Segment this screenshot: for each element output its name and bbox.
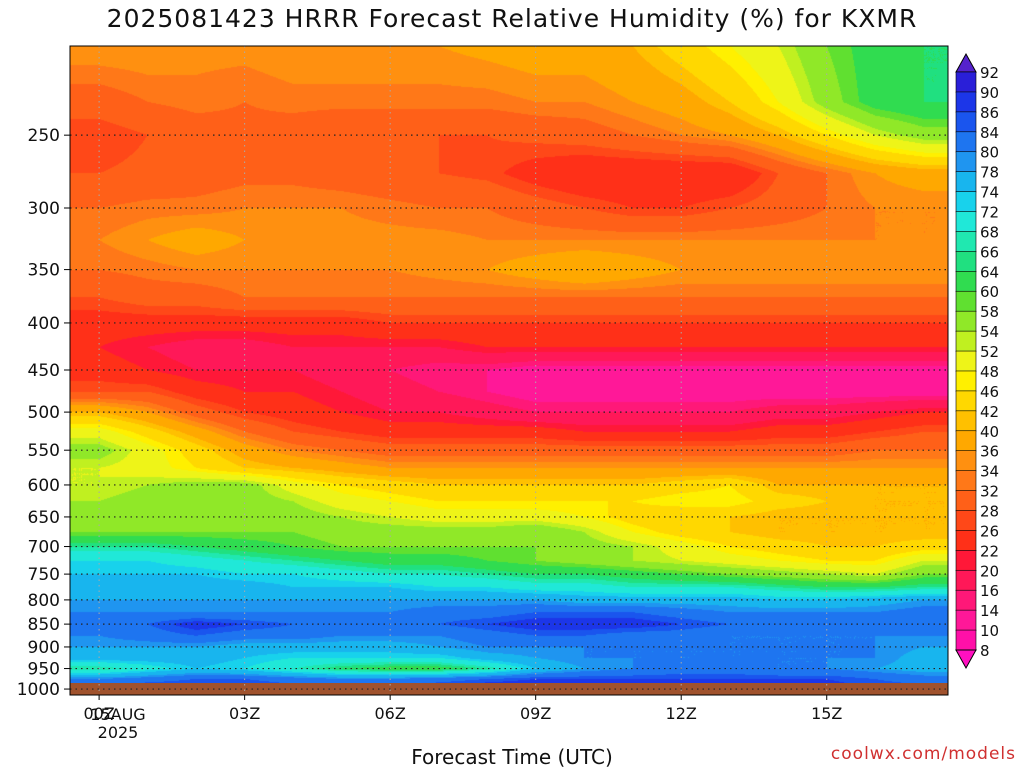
colorbar-band	[955, 191, 977, 213]
y-tick-label: 800	[28, 591, 60, 611]
y-tick-label: 700	[28, 538, 60, 558]
rh-field	[70, 46, 948, 695]
colorbar-label: 28	[980, 502, 999, 520]
y-tick-label: 750	[28, 565, 60, 585]
colorbar-band	[955, 450, 977, 472]
colorbar-label: 52	[980, 343, 999, 361]
y-tick-label: 500	[28, 403, 60, 423]
colorbar-band	[955, 131, 977, 153]
colorbar-band	[955, 111, 977, 133]
colorbar-label: 60	[980, 283, 999, 301]
colorbar-label: 68	[980, 223, 999, 241]
y-tick-label: 550	[28, 441, 60, 461]
colorbar-band	[955, 350, 977, 372]
y-tick-label: 900	[28, 638, 60, 658]
colorbar-band	[955, 151, 977, 173]
colorbar-label: 36	[980, 443, 999, 461]
colorbar-band	[955, 271, 977, 293]
colorbar-band	[955, 310, 977, 332]
colorbar-band	[955, 390, 977, 412]
x-tick-label: 12Z	[666, 704, 697, 723]
colorbar-band	[955, 589, 977, 611]
colorbar-band	[955, 629, 977, 651]
colorbar-label: 92	[980, 64, 999, 82]
credit-link[interactable]: coolwx.com/models	[830, 744, 1016, 764]
colorbar-band	[955, 609, 977, 631]
colorbar-label: 86	[980, 104, 999, 122]
grid	[70, 46, 948, 695]
colorbar-band	[955, 251, 977, 273]
y-tick-label: 400	[28, 314, 60, 334]
colorbar-band	[955, 470, 977, 492]
colorbar-label: 78	[980, 164, 999, 182]
y-tick-label: 650	[28, 508, 60, 528]
colorbar-label: 16	[980, 582, 999, 600]
date-label-day: 15AUG	[90, 705, 146, 724]
date-label-year: 2025	[97, 723, 139, 742]
colorbar-band	[955, 330, 977, 352]
colorbar-label: 40	[980, 423, 999, 441]
colorbar-arrow-top	[955, 52, 977, 73]
colorbar-label: 10	[980, 622, 999, 640]
x-axis-label: Forecast Time (UTC)	[411, 745, 613, 769]
y-tick-label: 600	[28, 476, 60, 496]
colorbar-label: 66	[980, 243, 999, 261]
ground-strip	[70, 683, 948, 695]
colorbar-label: 80	[980, 144, 999, 162]
colorbar-band	[955, 410, 977, 432]
x-tick-label: 06Z	[374, 704, 405, 723]
colorbar-label: 34	[980, 463, 999, 481]
colorbar-label: 20	[980, 562, 999, 580]
colorbar-label: 42	[980, 403, 999, 421]
colorbar-label: 48	[980, 363, 999, 381]
y-tick-label: 350	[28, 261, 60, 281]
colorbar-label: 26	[980, 522, 999, 540]
y-tick-label: 850	[28, 615, 60, 635]
colorbar-label: 58	[980, 303, 999, 321]
colorbar-label: 84	[980, 124, 999, 142]
colorbar-band	[955, 91, 977, 113]
colorbar-label: 54	[980, 323, 999, 341]
colorbar-band	[955, 530, 977, 552]
colorbar-band	[955, 290, 977, 312]
colorbar-label: 74	[980, 184, 999, 202]
y-tick-label: 1000	[17, 680, 60, 700]
colorbar-arrow-bottom	[955, 649, 977, 670]
colorbar-band	[955, 510, 977, 532]
colorbar-band	[955, 569, 977, 592]
x-tick-label: 00Z	[83, 704, 114, 723]
colorbar-label: 14	[980, 602, 999, 620]
colorbar-label: 8	[980, 642, 990, 660]
x-tick-label: 15Z	[811, 704, 842, 723]
y-tick-label: 300	[28, 199, 60, 219]
colorbar-label: 22	[980, 542, 999, 560]
colorbar-band	[955, 550, 977, 572]
colorbar-band	[955, 370, 977, 392]
chart-title: 2025081423 HRRR Forecast Relative Humidi…	[106, 4, 918, 33]
colorbar-label: 64	[980, 263, 999, 281]
colorbar-band	[955, 171, 977, 193]
x-tick-label: 03Z	[229, 704, 260, 723]
colorbar-label: 46	[980, 383, 999, 401]
x-tick-label: 09Z	[520, 704, 551, 723]
colorbar-label: 32	[980, 483, 999, 501]
colorbar-band	[955, 211, 977, 233]
y-tick-label: 950	[28, 660, 60, 680]
y-tick-label: 450	[28, 361, 60, 381]
colorbar-band	[955, 71, 977, 93]
colorbar-band	[955, 490, 977, 512]
colorbar-label: 90	[980, 84, 999, 102]
colorbar-label: 72	[980, 204, 999, 222]
colorbar-band	[955, 430, 977, 452]
colorbar-band	[955, 231, 977, 253]
y-tick-label: 250	[28, 126, 60, 146]
